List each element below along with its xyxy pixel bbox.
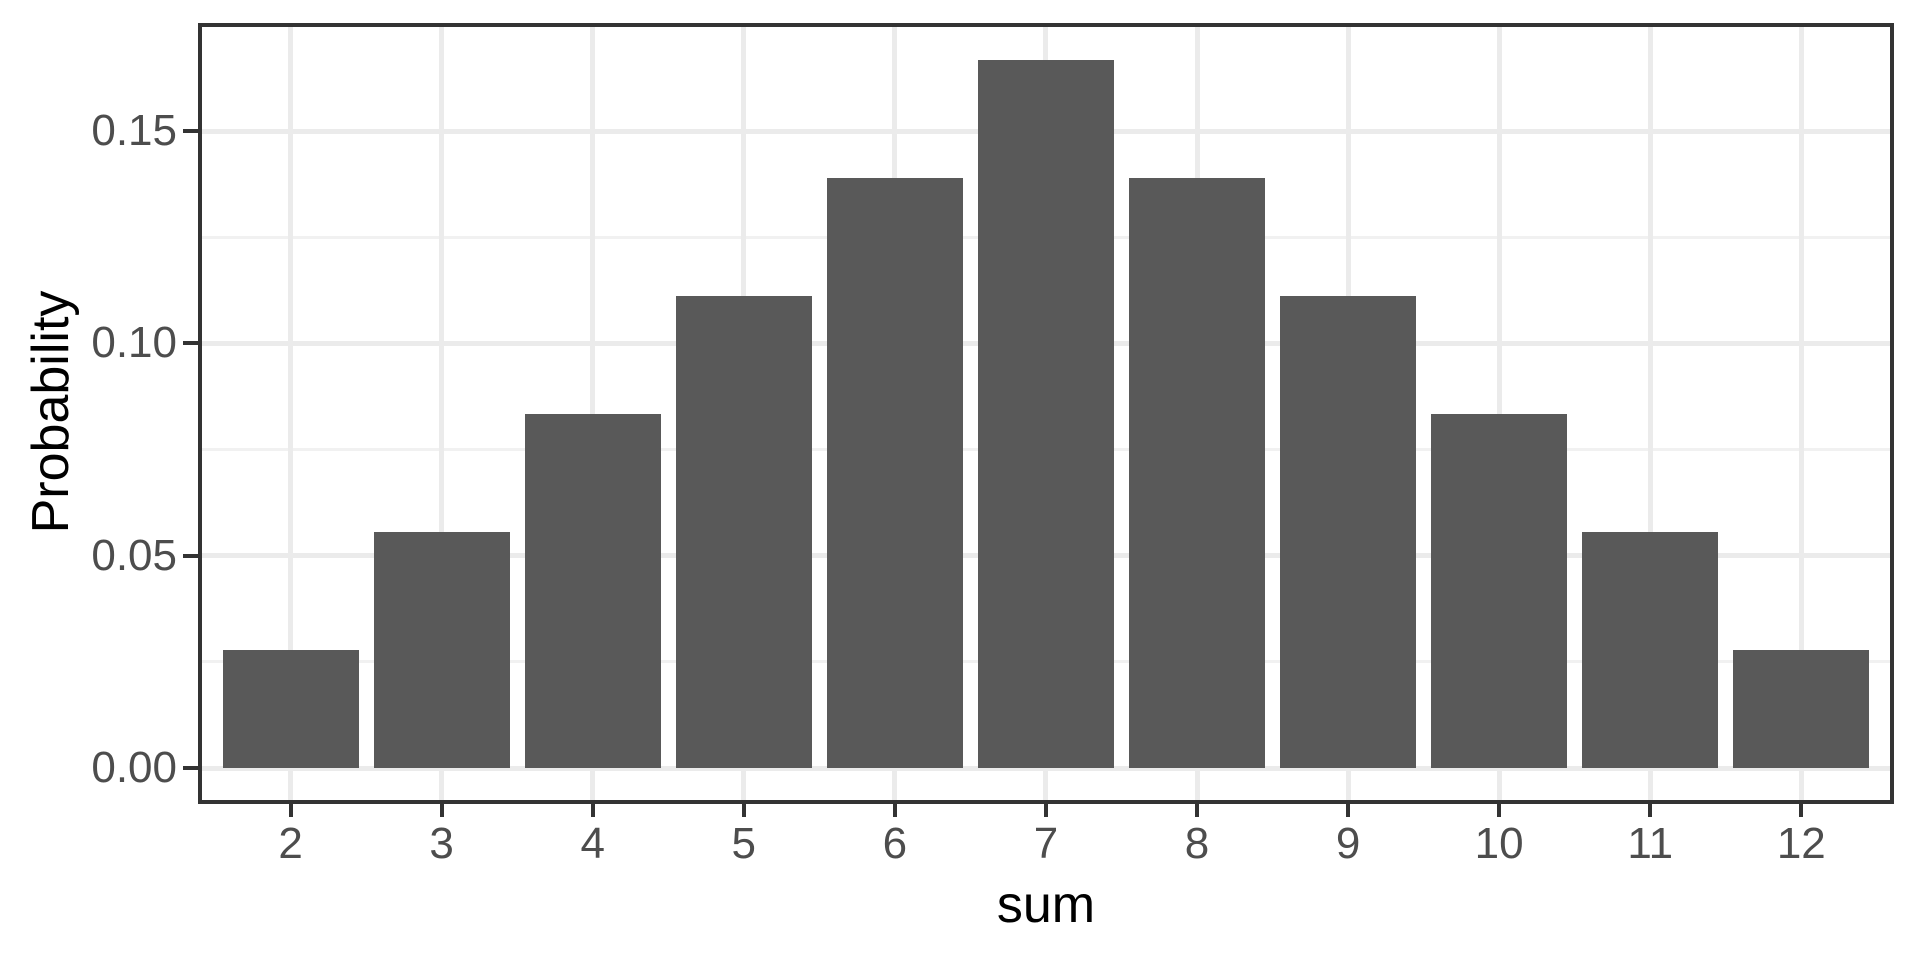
- bar: [373, 532, 510, 768]
- bar: [1582, 532, 1719, 768]
- bar: [222, 650, 359, 768]
- gridline-major-vertical: [590, 25, 596, 802]
- x-tick-label: 9: [1335, 819, 1361, 868]
- gridline-major-vertical: [439, 25, 445, 802]
- plot-panel: [200, 25, 1892, 802]
- x-tick-mark: [1497, 802, 1502, 817]
- x-tick-mark: [1043, 802, 1048, 817]
- x-tick-label: 6: [882, 819, 908, 868]
- x-axis-title: sum: [996, 876, 1096, 934]
- y-tick-mark: [183, 129, 200, 134]
- gridline-major-vertical: [1798, 25, 1804, 802]
- x-tick-label: 4: [580, 819, 605, 868]
- y-tick-label: 0.05: [91, 530, 177, 580]
- x-tick-mark: [1346, 802, 1351, 817]
- y-tick-label: 0.00: [91, 743, 177, 792]
- x-tick-mark: [439, 802, 444, 817]
- x-tick-mark: [1195, 802, 1200, 817]
- y-tick-label: 0.15: [91, 106, 177, 156]
- x-tick-label: 3: [429, 819, 454, 868]
- bar: [1733, 650, 1870, 768]
- gridline-major-vertical: [1496, 25, 1502, 802]
- gridline-major-vertical: [1647, 25, 1653, 802]
- x-tick-label: 5: [731, 819, 757, 868]
- bar: [1129, 178, 1266, 768]
- x-tick-label: 7: [1033, 819, 1059, 868]
- x-tick-label: 2: [278, 819, 303, 868]
- bar: [524, 414, 661, 768]
- bar: [1431, 414, 1568, 768]
- gridline-major-vertical: [288, 25, 294, 802]
- y-tick-mark: [183, 341, 200, 346]
- y-tick-mark: [183, 766, 200, 770]
- bar: [1280, 296, 1417, 768]
- y-tick-label: 0.10: [91, 318, 177, 368]
- x-tick-mark: [590, 802, 595, 817]
- x-tick-label: 12: [1776, 819, 1826, 868]
- x-tick-label: 8: [1184, 819, 1210, 868]
- bar: [826, 178, 963, 768]
- y-tick-mark: [183, 553, 200, 558]
- x-tick-mark: [288, 802, 293, 817]
- bar: [675, 296, 812, 768]
- x-tick-mark: [1799, 802, 1804, 817]
- x-tick-mark: [741, 802, 746, 817]
- x-tick-label: 11: [1627, 819, 1674, 868]
- x-tick-mark: [1648, 802, 1653, 817]
- x-tick-mark: [892, 802, 897, 817]
- bar: [977, 60, 1114, 768]
- x-tick-label: 10: [1474, 819, 1524, 868]
